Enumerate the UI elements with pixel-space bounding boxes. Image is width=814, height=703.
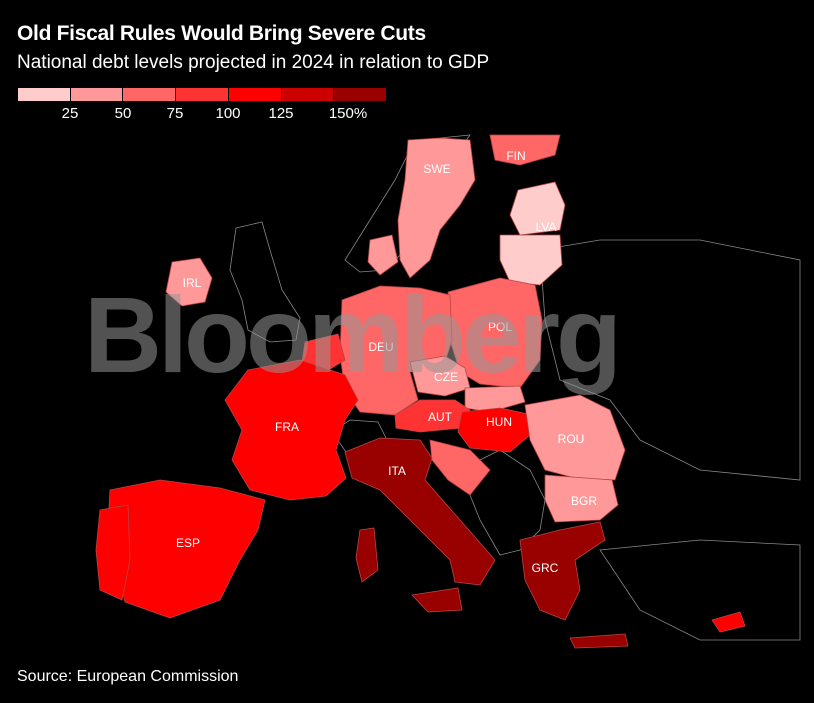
legend-tick: 100 — [215, 105, 241, 122]
legend-tick: 50 — [114, 105, 132, 122]
label-esp: ESP — [176, 536, 200, 550]
land-turkey — [599, 539, 801, 641]
legend-tick: 75 — [166, 105, 184, 122]
country-ita — [344, 437, 496, 586]
chart-subtitle: National debt levels projected in 2024 i… — [17, 52, 490, 73]
legend-tick: 25 — [61, 105, 79, 122]
label-irl: IRL — [183, 276, 202, 290]
country-swe — [397, 137, 476, 279]
label-hun: HUN — [486, 415, 512, 429]
chart-title: Old Fiscal Rules Would Bring Severe Cuts — [17, 22, 426, 45]
label-deu: DEU — [368, 340, 393, 354]
legend-tick: 150% — [328, 105, 368, 122]
color-legend: 25 50 75 100 125 150% — [18, 88, 387, 124]
label-rou: ROU — [558, 432, 585, 446]
label-bgr: BGR — [571, 494, 597, 508]
label-ita: ITA — [388, 464, 406, 478]
country-sicily — [411, 587, 463, 613]
country-benelux — [301, 333, 346, 373]
country-rou — [524, 394, 626, 481]
europe-map: SWE FIN LVA IRL POL DEU CZE FRA AUT HUN … — [95, 134, 801, 649]
legend-swatch — [281, 88, 335, 101]
country-grc — [519, 521, 606, 621]
legend-swatch — [334, 88, 387, 101]
legend-swatch — [18, 88, 71, 101]
legend-swatch — [176, 88, 229, 101]
land-east — [539, 239, 801, 481]
country-ltu — [499, 234, 563, 286]
label-pol: POL — [488, 320, 512, 334]
country-deu — [339, 285, 453, 416]
legend-swatches — [18, 88, 387, 101]
legend-swatch — [228, 88, 282, 101]
country-irl — [165, 257, 213, 307]
country-pol — [447, 277, 543, 389]
country-cyprus — [711, 611, 746, 633]
label-cze: CZE — [434, 370, 458, 384]
label-swe: SWE — [423, 162, 450, 176]
label-fra: FRA — [275, 420, 299, 434]
country-hrv — [429, 439, 491, 496]
source-note: Source: European Commission — [17, 668, 239, 685]
label-aut: AUT — [428, 410, 453, 424]
country-prt — [95, 504, 131, 601]
legend-ticks: 25 50 75 100 125 150% — [18, 101, 386, 123]
land-uk — [229, 221, 301, 343]
label-lva: LVA — [536, 220, 557, 234]
label-grc: GRC — [532, 561, 559, 575]
legend-swatch — [123, 88, 177, 101]
country-sardinia — [355, 527, 379, 583]
legend-swatch — [70, 88, 124, 101]
legend-tick: 125 — [268, 105, 294, 122]
label-fin: FIN — [506, 149, 525, 163]
country-hun — [457, 407, 531, 453]
country-lva — [509, 181, 566, 236]
country-bgr — [544, 474, 619, 523]
country-fra — [224, 359, 359, 501]
country-crete — [569, 633, 629, 649]
country-svk — [464, 385, 526, 413]
country-den — [367, 234, 399, 276]
country-fin — [489, 134, 561, 166]
